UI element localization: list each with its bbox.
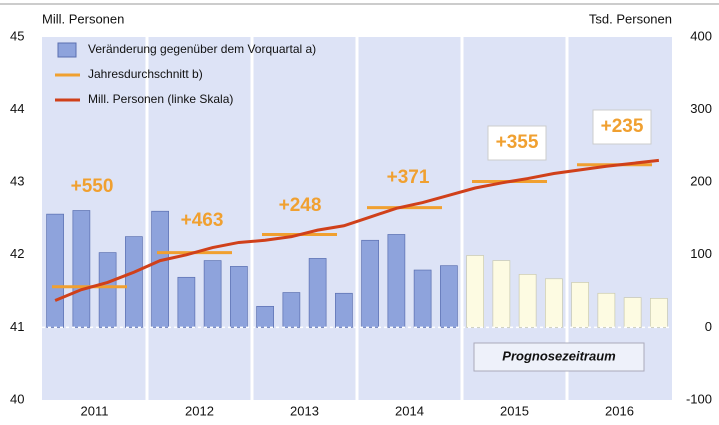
forecast-label: Prognosezeitraum xyxy=(502,348,616,363)
y-tick-label: 44 xyxy=(10,101,24,116)
bar xyxy=(151,210,169,328)
bar xyxy=(545,278,563,328)
y2-tick-label: -100 xyxy=(686,391,712,406)
y-tick-label: 40 xyxy=(10,391,24,406)
y2-tick-label: 200 xyxy=(690,174,712,189)
annotation-box xyxy=(592,109,652,145)
x-tick-label: 2012 xyxy=(185,403,214,418)
bar xyxy=(125,236,143,328)
x-tick-label: 2016 xyxy=(605,403,634,418)
y-tick-label: 43 xyxy=(10,174,24,189)
bar xyxy=(361,239,379,328)
y2-tick-label: 300 xyxy=(690,101,712,116)
bar xyxy=(518,274,537,328)
y2-tick-label: 100 xyxy=(690,246,712,261)
y2-tick-label: 400 xyxy=(690,28,712,43)
bar xyxy=(387,234,406,328)
bar xyxy=(98,252,117,328)
legend-swatch xyxy=(57,42,77,58)
bar xyxy=(335,292,353,328)
bar xyxy=(466,255,484,328)
annotation: +463 xyxy=(181,210,224,231)
y2-tick-label: 0 xyxy=(705,319,712,334)
bar xyxy=(72,210,91,328)
bar xyxy=(492,260,511,328)
forecast-box xyxy=(473,342,645,372)
y-tick-label: 41 xyxy=(10,319,24,334)
annotation: +371 xyxy=(387,167,430,188)
x-tick-label: 2014 xyxy=(395,403,424,418)
annotation: +235 xyxy=(601,116,644,137)
bar xyxy=(256,305,274,328)
bar xyxy=(177,276,196,328)
bar xyxy=(440,265,458,328)
bar xyxy=(230,266,248,328)
x-tick-label: 2013 xyxy=(290,403,319,418)
bar xyxy=(46,213,64,328)
y-tick-label: 42 xyxy=(10,246,24,261)
annotation: +355 xyxy=(496,132,539,153)
annotation: +248 xyxy=(279,195,322,216)
bar xyxy=(623,297,642,328)
bar xyxy=(308,258,327,328)
annotation-box xyxy=(487,125,547,161)
annotation: +550 xyxy=(71,176,114,197)
legend-label: Mill. Personen (linke Skala) xyxy=(88,92,233,106)
y-axis-label: Mill. Personen xyxy=(42,11,124,26)
bar xyxy=(203,260,222,328)
y2-axis-label: Tsd. Personen xyxy=(589,11,672,26)
x-tick-label: 2011 xyxy=(81,403,109,418)
employment-line xyxy=(54,158,660,302)
bar xyxy=(597,292,616,328)
x-tick-label: 2015 xyxy=(500,403,529,418)
bar xyxy=(413,269,432,328)
bar xyxy=(571,282,589,328)
legend-label: Jahresdurchschnitt b) xyxy=(88,67,203,81)
y-tick-label: 45 xyxy=(10,28,24,43)
legend-label: Veränderung gegenüber dem Vorquartal a) xyxy=(88,42,316,56)
bar xyxy=(282,292,301,328)
bar xyxy=(650,298,668,328)
